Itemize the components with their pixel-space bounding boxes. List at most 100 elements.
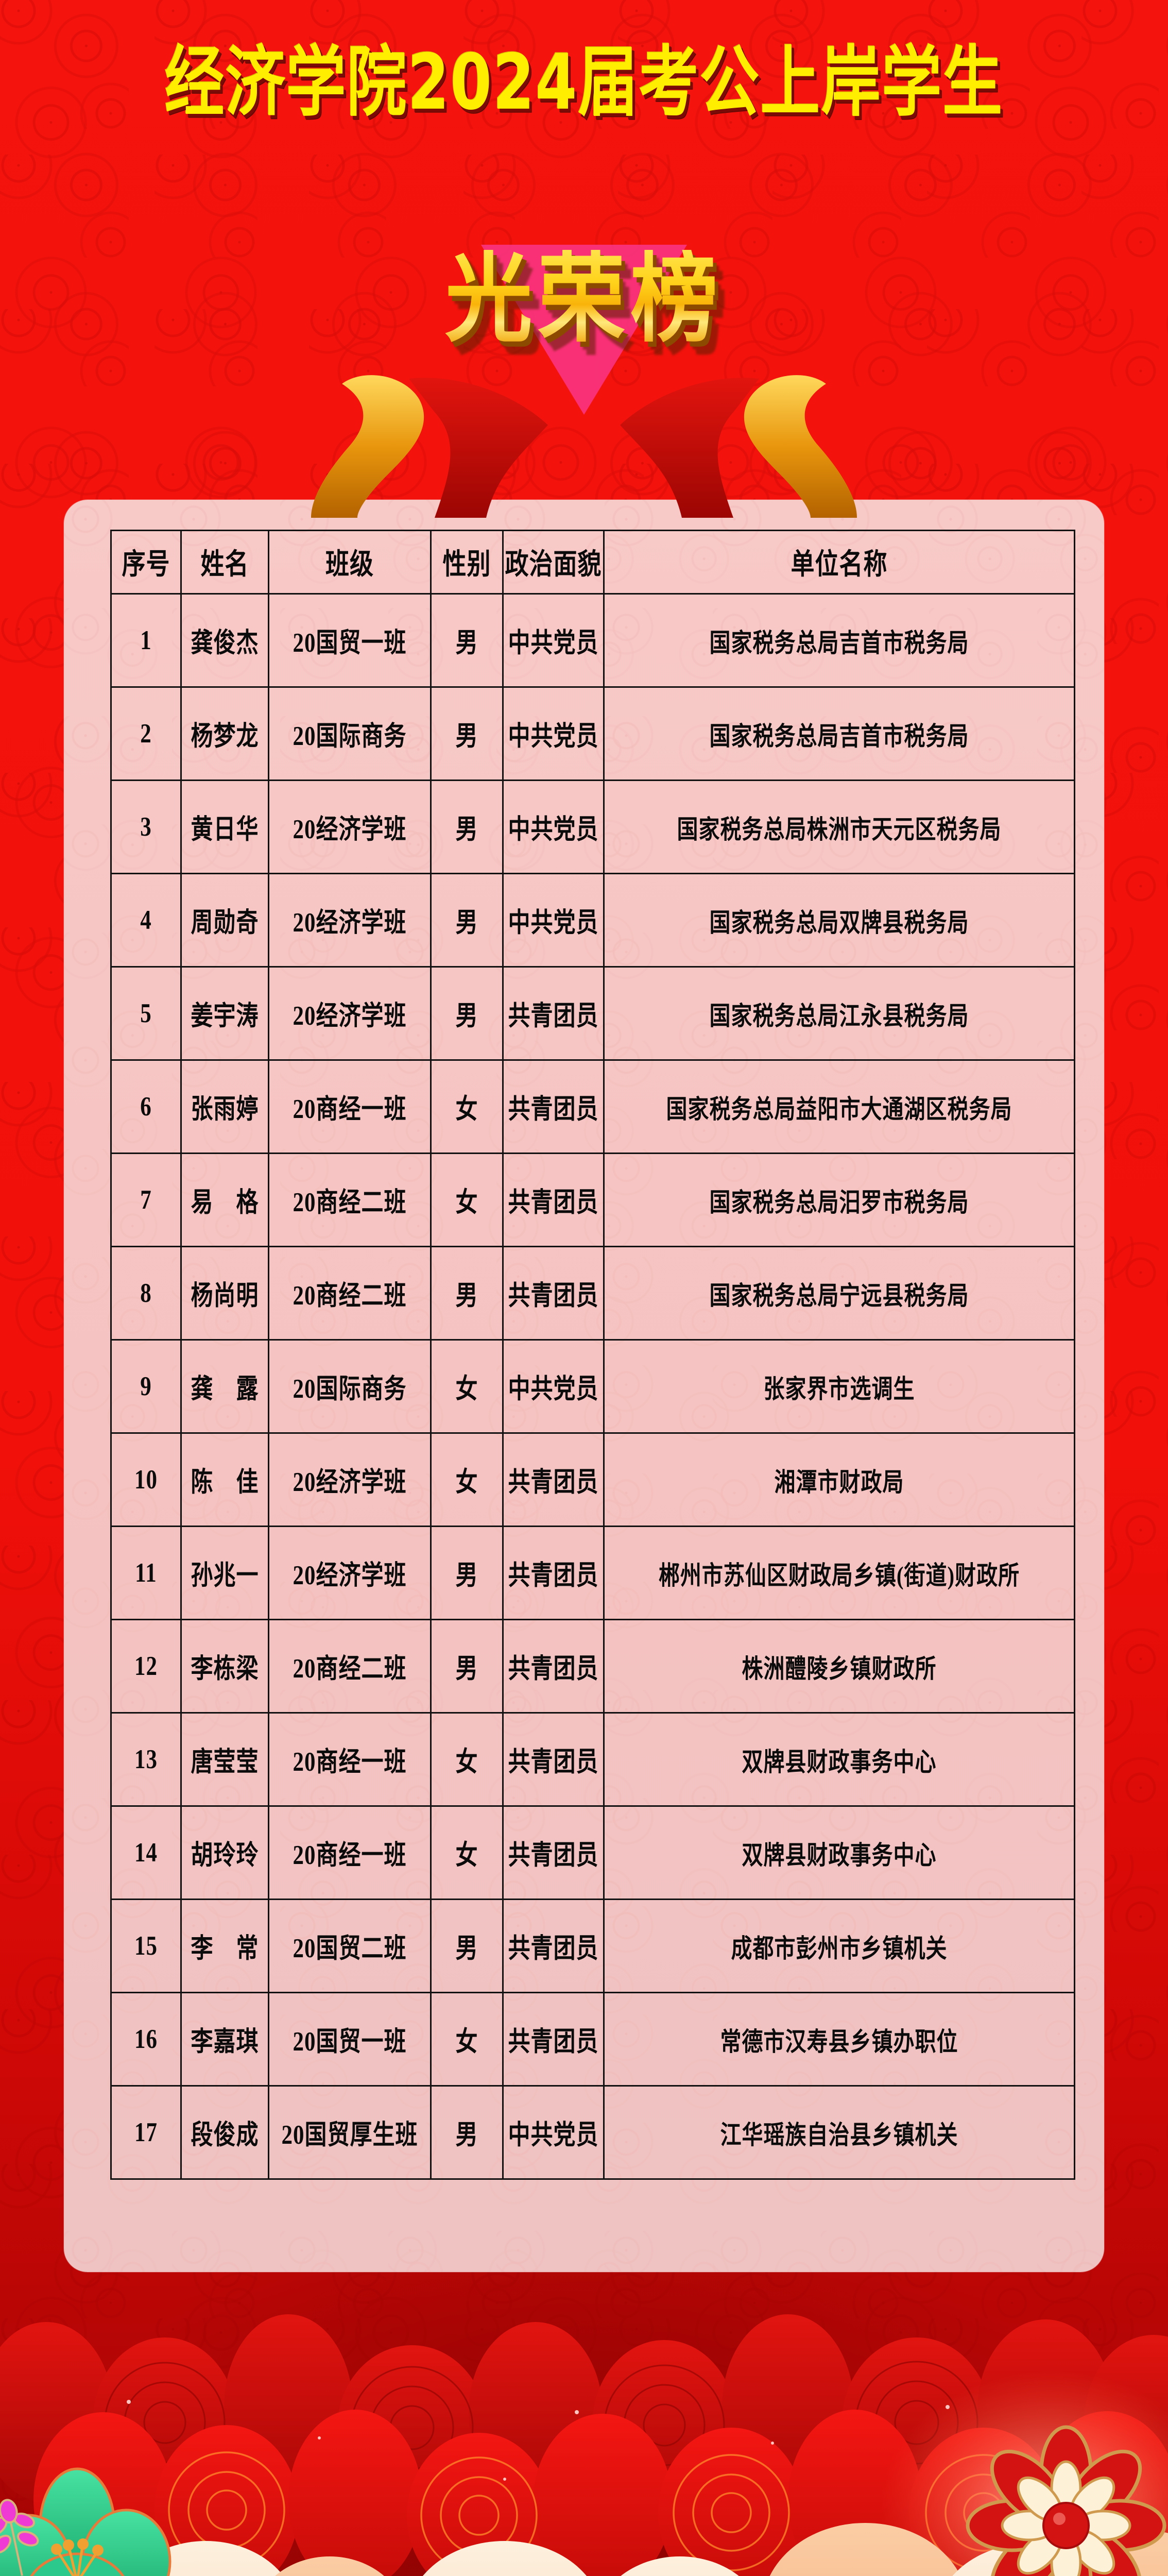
row-no-text: 3 xyxy=(140,812,152,842)
row-class: 20经济学班 xyxy=(268,873,432,968)
table-row: 7 易 格 20商经二班 女共青团员 国家税务总局汨罗市税务局 xyxy=(110,1153,1075,1247)
row-name: 唐莹莹 xyxy=(180,1712,269,1807)
row-name: 李栋梁 xyxy=(180,1619,269,1714)
row-class: 20经济学班 xyxy=(268,1526,432,1620)
row-politics-text: 中共党员 xyxy=(508,2120,599,2150)
row-politics-text: 共青团员 xyxy=(508,1001,599,1031)
row-sex: 男 xyxy=(430,1619,504,1714)
row-unit: 国家税务总局株洲市天元区税务局 xyxy=(603,779,1075,874)
row-name-text: 唐莹莹 xyxy=(191,1747,259,1777)
row-no-text: 17 xyxy=(134,2117,158,2147)
row-class: 20经济学班 xyxy=(268,966,432,1061)
row-class-text: 20经济学班 xyxy=(293,908,407,938)
row-class: 20国贸二班 xyxy=(268,1899,432,1993)
row-sex: 男 xyxy=(430,873,504,968)
row-no-text: 4 xyxy=(140,905,152,935)
row-sex-text: 男 xyxy=(455,628,478,658)
row-no-text: 14 xyxy=(134,1838,158,1868)
row-name: 李嘉琪 xyxy=(180,1992,269,2087)
row-name-text: 胡玲玲 xyxy=(191,1840,259,1871)
row-no-text: 11 xyxy=(135,1558,157,1588)
row-politics: 中共党员 xyxy=(502,873,605,968)
row-name-text: 杨尚明 xyxy=(191,1281,259,1311)
col-header-name-label: 姓名 xyxy=(200,548,249,581)
row-politics-text: 共青团员 xyxy=(508,1094,599,1125)
row-name: 龚俊杰 xyxy=(180,593,269,688)
row-class-text: 20国际商务 xyxy=(293,721,407,752)
row-unit-text: 双牌县财政事务中心 xyxy=(742,1840,937,1870)
row-politics: 共青团员 xyxy=(502,1153,605,1247)
row-unit-text: 株洲醴陵乡镇财政所 xyxy=(742,1654,937,1683)
chrysanthemum-flower-icon xyxy=(966,2425,1166,2576)
row-unit-text: 国家税务总局双牌县税务局 xyxy=(709,908,969,937)
row-unit: 双牌县财政事务中心 xyxy=(603,1805,1075,1900)
col-header-no-label: 序号 xyxy=(122,548,170,581)
row-sex: 男 xyxy=(430,593,504,688)
col-header-name: 姓名 xyxy=(180,530,269,595)
row-politics-text: 共青团员 xyxy=(508,1654,599,1684)
row-name: 姜宇涛 xyxy=(180,966,269,1061)
row-name-text: 段俊成 xyxy=(191,2120,259,2150)
row-politics: 共青团员 xyxy=(502,1899,605,1993)
row-name-text: 姜宇涛 xyxy=(191,1001,259,1031)
row-sex-text: 女 xyxy=(455,1374,478,1404)
row-no: 11 xyxy=(110,1526,182,1620)
row-sex-text: 女 xyxy=(455,1094,478,1125)
table-row: 14 胡玲玲 20商经一班 女共青团员 双牌县财政事务中心 xyxy=(110,1805,1075,1900)
row-unit-text: 湘潭市财政局 xyxy=(774,1467,904,1497)
row-politics: 共青团员 xyxy=(502,1805,605,1900)
row-unit: 成都市彭州市乡镇机关 xyxy=(603,1899,1075,1993)
row-class-text: 20国贸一班 xyxy=(293,628,407,658)
row-unit-text: 国家税务总局汨罗市税务局 xyxy=(709,1188,969,1217)
row-name: 杨尚明 xyxy=(180,1246,269,1341)
row-class-text: 20国贸一班 xyxy=(293,2027,407,2057)
row-class-text: 20商经一班 xyxy=(293,1747,407,1777)
row-class-text: 20商经一班 xyxy=(293,1094,407,1125)
row-class: 20经济学班 xyxy=(268,1432,432,1527)
row-sex: 男 xyxy=(430,966,504,1061)
row-sex-text: 女 xyxy=(455,1467,478,1498)
decor-clouds-flowers-icon xyxy=(0,2314,1168,2576)
row-sex-text: 男 xyxy=(455,1561,478,1591)
row-sex-text: 女 xyxy=(455,2027,478,2057)
table-row: 2 杨梦龙 20国际商务 男中共党员 国家税务总局吉首市税务局 xyxy=(110,686,1075,781)
row-name-text: 周勋奇 xyxy=(191,908,259,938)
col-header-no: 序号 xyxy=(110,530,182,595)
glory-banner-text: 光荣榜 xyxy=(0,250,1168,348)
row-no: 12 xyxy=(110,1619,182,1714)
row-class: 20商经二班 xyxy=(268,1153,432,1247)
row-sex: 女 xyxy=(430,1992,504,2087)
row-name: 段俊成 xyxy=(180,2085,269,2180)
row-name-text: 孙兆一 xyxy=(191,1561,259,1591)
row-name: 周勋奇 xyxy=(180,873,269,968)
row-no: 3 xyxy=(110,779,182,874)
row-sex-text: 女 xyxy=(455,1188,478,1218)
row-unit-text: 常德市汉寿县乡镇办职位 xyxy=(720,2027,958,2056)
row-politics: 中共党员 xyxy=(502,686,605,781)
row-class-text: 20经济学班 xyxy=(293,1561,407,1591)
row-unit: 国家税务总局益阳市大通湖区税务局 xyxy=(603,1059,1075,1154)
row-politics-text: 共青团员 xyxy=(508,1281,599,1311)
row-unit: 国家税务总局吉首市税务局 xyxy=(603,686,1075,781)
row-class-text: 20商经一班 xyxy=(293,1840,407,1871)
row-sex: 女 xyxy=(430,1432,504,1527)
table-row: 11 孙兆一 20经济学班 男共青团员 郴州市苏仙区财政局乡镇(街道)财政所 xyxy=(110,1526,1075,1620)
row-sex: 女 xyxy=(430,1339,504,1434)
row-unit: 国家税务总局宁远县税务局 xyxy=(603,1246,1075,1341)
table-row: 10 陈 佳 20经济学班 女共青团员 湘潭市财政局 xyxy=(110,1432,1075,1527)
table-row: 17 段俊成 20国贸厚生班 男中共党员 江华瑶族自治县乡镇机关 xyxy=(110,2085,1075,2180)
row-class-text: 20经济学班 xyxy=(293,1001,407,1031)
row-no-text: 6 xyxy=(140,1092,152,1122)
row-politics-text: 共青团员 xyxy=(508,1840,599,1871)
row-politics: 中共党员 xyxy=(502,593,605,688)
row-name-text: 陈 佳 xyxy=(191,1467,259,1498)
row-name-text: 李 常 xyxy=(191,1934,259,1964)
row-name-text: 李嘉琪 xyxy=(191,2027,259,2057)
row-class-text: 20国际商务 xyxy=(293,1374,407,1404)
triangle-decoration-icon xyxy=(481,245,687,415)
table-row: 9 龚 露 20国际商务 女中共党员 张家界市选调生 xyxy=(110,1339,1075,1434)
row-class-text: 20商经二班 xyxy=(293,1281,407,1311)
row-class: 20商经二班 xyxy=(268,1246,432,1341)
roster-panel: 序号 姓名 班级 性别 政治面貌 单位名称 1 龚俊杰 20国贸一班男中共党员 国家税… xyxy=(64,500,1104,2272)
